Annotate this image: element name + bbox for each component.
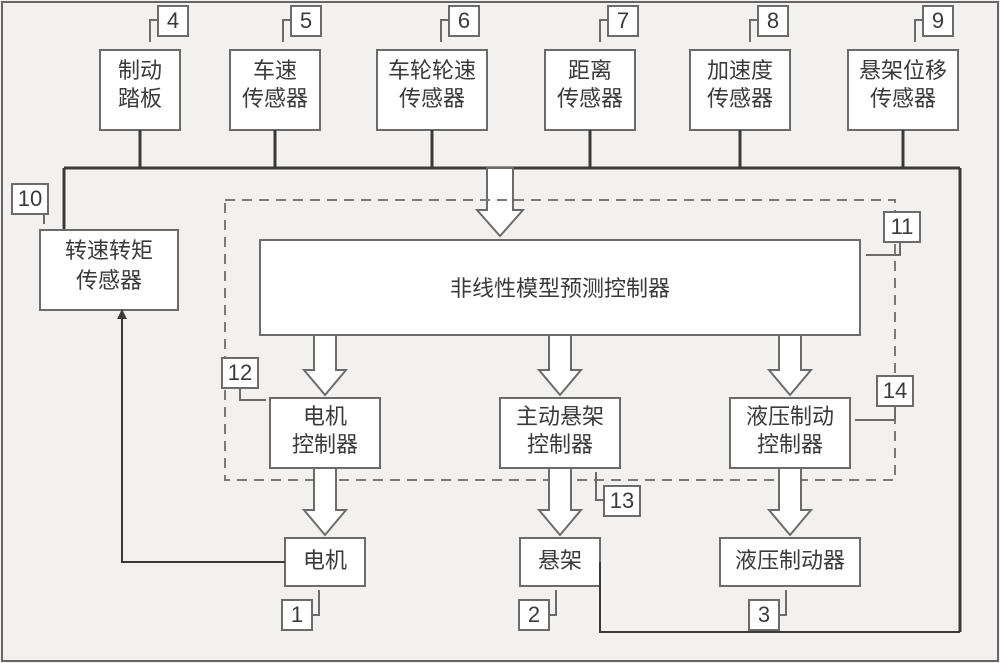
svg-text:传感器: 传感器 — [870, 86, 936, 111]
svg-text:5: 5 — [300, 8, 312, 33]
node-11-label: 非线性模型预测控制器 — [450, 276, 670, 301]
svg-text:11: 11 — [891, 214, 914, 239]
svg-text:9: 9 — [932, 8, 944, 33]
a1-l: 电机 — [303, 548, 347, 573]
svg-text:13: 13 — [610, 488, 634, 513]
svg-text:距离: 距离 — [568, 58, 612, 83]
n13-l2: 控制器 — [527, 432, 593, 457]
diagram-canvas: 4 5 6 7 8 9 制动 踏板 车速 传感器 车轮轮速 传感器 距离 传感器… — [0, 0, 1000, 663]
a3-l: 液压制动器 — [735, 548, 845, 573]
node-10-line1: 转速转矩 — [65, 238, 153, 263]
svg-text:制动: 制动 — [118, 58, 162, 83]
n12-l1: 电机 — [303, 404, 347, 429]
svg-text:传感器: 传感器 — [399, 86, 465, 111]
svg-text:1: 1 — [291, 602, 303, 627]
svg-text:8: 8 — [767, 8, 779, 33]
svg-text:车速: 车速 — [253, 58, 297, 83]
svg-text:12: 12 — [228, 360, 252, 385]
svg-text:14: 14 — [883, 378, 907, 403]
node-10-line2: 传感器 — [76, 268, 142, 293]
svg-text:悬架位移: 悬架位移 — [859, 58, 947, 83]
n14-l2: 控制器 — [757, 432, 823, 457]
svg-text:传感器: 传感器 — [557, 86, 623, 111]
a2-l: 悬架 — [538, 548, 582, 573]
svg-text:踏板: 踏板 — [118, 86, 162, 111]
svg-text:传感器: 传感器 — [242, 86, 308, 111]
svg-text:传感器: 传感器 — [707, 86, 773, 111]
svg-text:车轮轮速: 车轮轮速 — [388, 58, 476, 83]
n14-l1: 液压制动 — [746, 404, 834, 429]
n12-l2: 控制器 — [292, 432, 358, 457]
svg-text:7: 7 — [617, 8, 629, 33]
svg-text:2: 2 — [528, 602, 540, 627]
svg-text:3: 3 — [758, 602, 770, 627]
svg-text:4: 4 — [167, 8, 179, 33]
svg-text:6: 6 — [458, 8, 470, 33]
svg-text:加速度: 加速度 — [707, 58, 773, 83]
svg-text:10: 10 — [18, 186, 42, 211]
n13-l1: 主动悬架 — [516, 404, 604, 429]
